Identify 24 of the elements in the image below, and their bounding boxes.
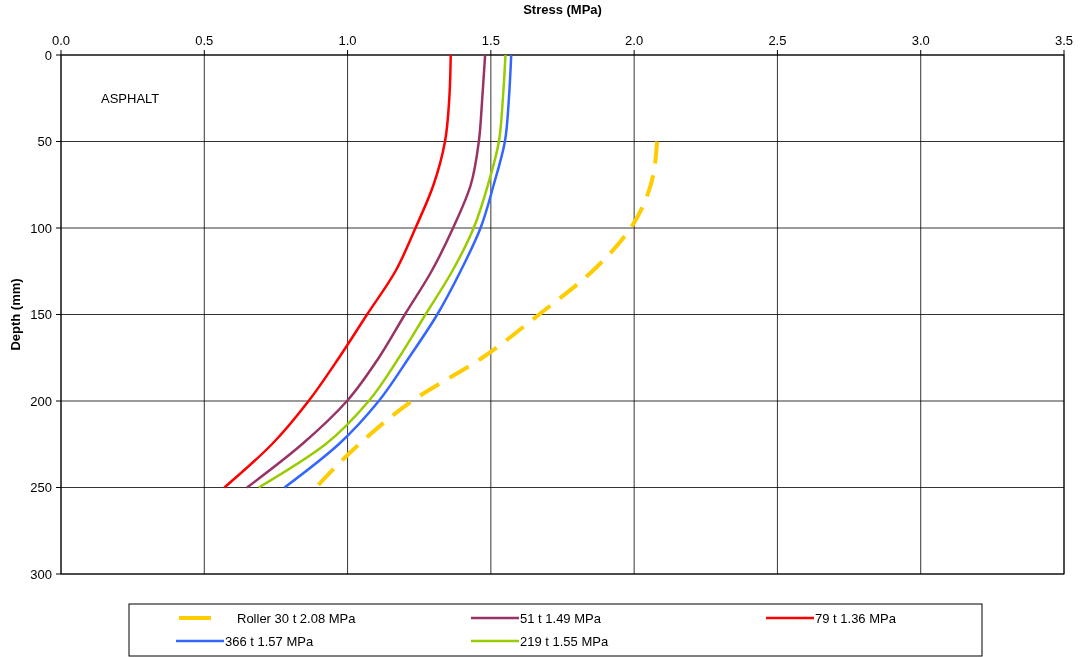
x-tick-label: 1.0 — [338, 33, 357, 48]
y-tick-label: 0 — [44, 47, 52, 63]
y-tick-label: 150 — [30, 307, 52, 322]
y-tick-label: 250 — [30, 480, 52, 495]
x-tick-label: 3.0 — [911, 33, 930, 48]
x-tick-label: 0.5 — [195, 33, 214, 48]
legend-label: Roller 30 t 2.08 MPa — [237, 610, 357, 626]
y-tick-label: 300 — [30, 566, 52, 582]
line-series — [223, 53, 452, 489]
y-tick-label: 200 — [30, 393, 52, 409]
legend-label: 219 t 1.55 MPa — [520, 633, 609, 649]
x-tick-label: 2.5 — [768, 33, 787, 48]
legend-label: 51 t 1.49 MPa — [520, 610, 602, 626]
y-tick-label: 100 — [30, 220, 52, 236]
y-tick-label: 50 — [37, 134, 52, 149]
legend-label: 79 t 1.36 MPa — [815, 610, 897, 626]
x-tick-label: 3.5 — [1054, 33, 1074, 48]
y-axis-title: Depth (mm) — [8, 278, 23, 351]
x-axis-title: Stress (MPa) — [523, 2, 602, 17]
x-tick-label: 1.5 — [481, 33, 500, 48]
legend-label: 366 t 1.57 MPa — [225, 633, 314, 649]
annotation: ASPHALT — [101, 91, 160, 106]
x-tick-label: 2.0 — [625, 33, 644, 48]
x-tick-label: 0.0 — [51, 33, 71, 48]
